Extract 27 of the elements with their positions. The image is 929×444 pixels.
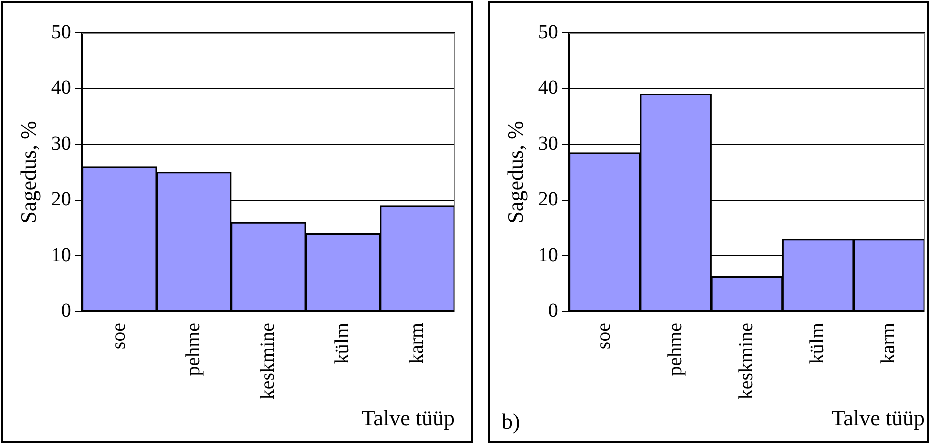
y-axis-title: Sagedus, % bbox=[502, 121, 528, 224]
y-tick-label: 10 bbox=[51, 244, 72, 266]
x-tick-label: keskmine bbox=[735, 322, 758, 400]
x-tick-label: soe bbox=[108, 322, 130, 350]
y-tick-label: 0 bbox=[61, 300, 72, 322]
y-tick-label: 50 bbox=[51, 21, 72, 44]
x-tick-label: karm bbox=[406, 322, 428, 364]
x-tick-label: soe bbox=[593, 322, 616, 350]
x-tick-label: pehme bbox=[182, 322, 204, 376]
x-axis-title: Talve tüüp bbox=[362, 406, 455, 431]
text: b) bbox=[502, 409, 520, 435]
x-tick-label: keskmine bbox=[256, 322, 279, 400]
y-axis-title: Sagedus, % bbox=[16, 121, 41, 224]
x-axis-title: Talve tüüp bbox=[832, 406, 925, 431]
x-tick-label: karm bbox=[878, 322, 900, 364]
y-tick-label: 20 bbox=[538, 188, 558, 211]
y-tick-label: 30 bbox=[538, 132, 558, 155]
y-tick-label: 40 bbox=[51, 77, 72, 100]
y-tick-label: 10 bbox=[538, 244, 558, 266]
x-tick-label: külm bbox=[806, 322, 829, 364]
y-tick-label: 20 bbox=[51, 188, 72, 211]
x-tick-label: pehme bbox=[664, 322, 686, 376]
x-tick-label: külm bbox=[331, 322, 354, 364]
y-tick-label: 0 bbox=[548, 300, 558, 322]
y-tick-label: 30 bbox=[51, 132, 72, 155]
y-tick-label: 50 bbox=[538, 21, 558, 44]
y-tick-label: 40 bbox=[538, 77, 558, 100]
